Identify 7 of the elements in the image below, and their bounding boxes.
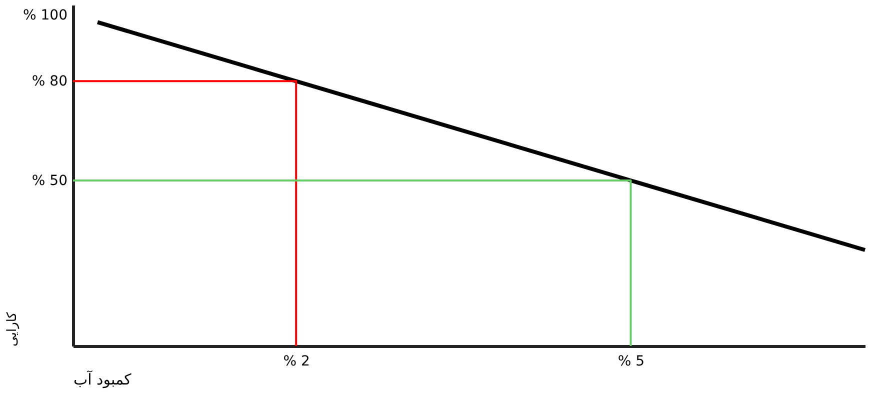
x-tick-label: % 2 bbox=[283, 354, 310, 370]
y-tick-label: % 80 bbox=[32, 74, 68, 90]
x-axis-title: کمبود آب bbox=[74, 370, 132, 388]
x-tick-label: % 5 bbox=[618, 354, 645, 370]
y-tick-label: % 50 bbox=[32, 172, 68, 189]
y-tick-label: % 100 bbox=[23, 7, 68, 24]
y-axis-title: کارایی bbox=[5, 311, 20, 346]
